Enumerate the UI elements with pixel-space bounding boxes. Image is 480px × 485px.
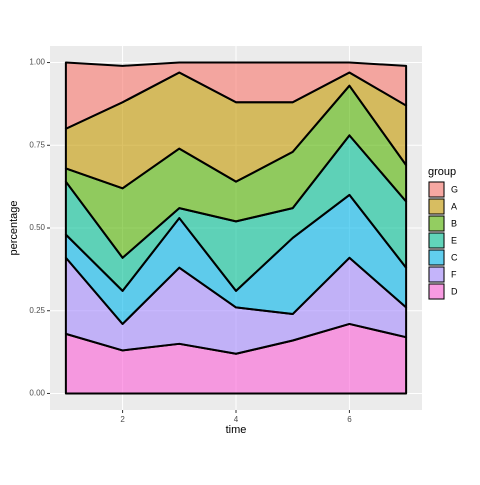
legend-label: G xyxy=(451,184,458,194)
legend-label: F xyxy=(451,269,457,279)
legend-key xyxy=(428,266,445,283)
y-tick-label: 0.50 xyxy=(29,223,45,232)
legend-key xyxy=(428,249,445,266)
legend-key xyxy=(428,181,445,198)
legend-label: E xyxy=(451,235,457,245)
y-tick-label: 0.75 xyxy=(29,140,45,149)
legend-key xyxy=(428,215,445,232)
areas xyxy=(64,61,408,395)
x-axis-title: time xyxy=(226,424,247,436)
x-tick-label: 6 xyxy=(347,415,352,424)
legend-label: D xyxy=(451,286,458,296)
legend-key xyxy=(428,198,445,215)
legend-label: C xyxy=(451,252,458,262)
legend-key xyxy=(428,232,445,249)
y-tick-label: 0.25 xyxy=(29,306,45,315)
y-axis-title: percentage xyxy=(8,200,20,255)
legend-title: group xyxy=(428,166,456,178)
legend-key xyxy=(428,283,445,300)
y-tick-label: 0.00 xyxy=(29,389,45,398)
x-tick-label: 4 xyxy=(234,415,239,424)
area xyxy=(64,61,408,130)
legend-label: B xyxy=(451,218,457,228)
x-tick-label: 2 xyxy=(120,415,125,424)
y-tick-label: 1.00 xyxy=(29,58,45,67)
legend-label: A xyxy=(451,201,457,211)
